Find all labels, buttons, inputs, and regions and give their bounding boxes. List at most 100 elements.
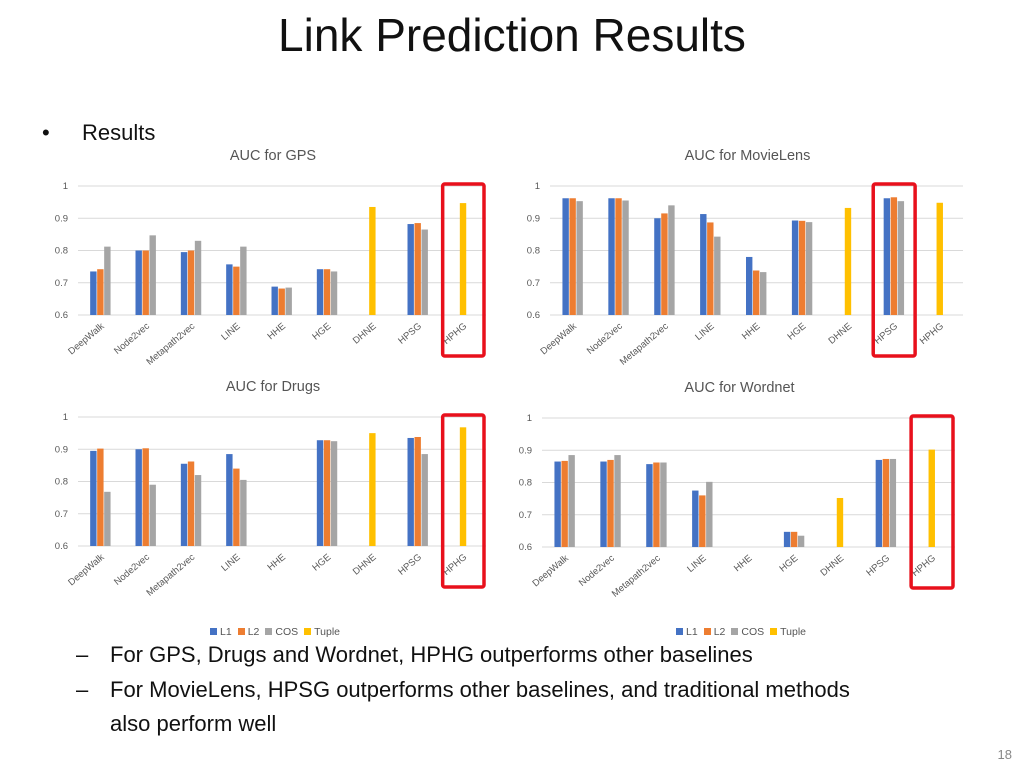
- x-tick-label: HGE: [310, 552, 333, 574]
- bar-l2-deepwalk: [97, 269, 104, 315]
- bar-l1-hpsg: [407, 437, 414, 546]
- bar-l2-hpsg: [414, 436, 421, 546]
- bar-cos-deepwalk: [104, 246, 111, 315]
- y-tick-label: 1: [527, 413, 532, 424]
- bar-tuple-hphg: [936, 202, 943, 315]
- bar-cos-line: [714, 236, 721, 315]
- bar-l2-deepwalk: [569, 198, 576, 315]
- bar-l1-metapath2vec: [180, 252, 188, 315]
- bar-l1-hge: [791, 220, 799, 315]
- highlight-box: [440, 182, 486, 358]
- x-tick-label: DeepWalk: [530, 553, 571, 590]
- bar-l2-hpsg: [890, 197, 898, 315]
- bar-l1-hpsg: [883, 198, 891, 315]
- bar-tuple-dhne: [844, 207, 852, 315]
- y-tick-label: 1: [63, 412, 68, 423]
- bar-cos-metapath2vec: [194, 240, 202, 315]
- x-tick-label: Metapath2vec: [610, 553, 663, 600]
- bar-l1-hpsg: [407, 224, 414, 315]
- bar-l1-node2vec: [135, 250, 142, 315]
- sub-bullet-text-continued: also perform well: [110, 711, 277, 736]
- x-tick-label: DeepWalk: [66, 321, 107, 358]
- bar-l2-hge: [798, 220, 806, 315]
- sub-bullet-text: For GPS, Drugs and Wordnet, HPHG outperf…: [110, 642, 753, 667]
- bar-cos-hpsg: [421, 229, 428, 315]
- bar-l1-deepwalk: [562, 198, 569, 315]
- bar-l2-hpsg: [414, 223, 421, 315]
- bar-l2-metapath2vec: [661, 213, 668, 315]
- bar-l1-node2vec: [600, 461, 607, 547]
- x-tick-label: DHNE: [819, 553, 847, 579]
- legend-item: Tuple: [304, 626, 340, 638]
- chart-drugs: AUC for Drugs 0.6 0.7 0.8 0.9 1 DeepWalk Node2…: [48, 379, 498, 601]
- x-tick-label: HPHG: [441, 552, 469, 578]
- bar-l2-hhe: [753, 270, 760, 315]
- bar-l2-line: [233, 468, 240, 546]
- x-tick-label: Metapath2vec: [144, 321, 197, 368]
- bar-l2-node2vec: [142, 448, 149, 546]
- x-tick-label: Metapath2vec: [144, 552, 197, 599]
- bar-cos-hpsg: [889, 458, 897, 547]
- bar-cos-hge: [805, 222, 813, 315]
- y-tick-label: 0.7: [527, 278, 540, 289]
- legend-item: L2: [237, 626, 259, 638]
- legend-swatch: [304, 628, 312, 635]
- bar-l2-node2vec: [607, 459, 614, 547]
- bar-cos-node2vec: [149, 235, 156, 315]
- bar-cos-deepwalk: [568, 455, 575, 547]
- y-tick-label: 0.8: [55, 246, 68, 257]
- bar-tuple-dhne: [836, 497, 844, 547]
- legend-swatch: [210, 628, 217, 635]
- bar-l1-metapath2vec: [180, 463, 188, 546]
- bar-l2-node2vec: [142, 250, 149, 315]
- x-tick-label: HGE: [310, 321, 333, 343]
- bar-cos-hpsg: [897, 201, 905, 315]
- bullet-dot-icon: •: [42, 120, 50, 145]
- legend-item: L1: [676, 626, 698, 638]
- bar-l2-metapath2vec: [187, 250, 195, 315]
- legend-item: COS: [265, 626, 298, 638]
- bar-l1-node2vec: [135, 449, 142, 546]
- bar-l2-hge: [790, 531, 798, 547]
- bar-cos-hhe: [285, 287, 292, 315]
- x-tick-label: HPSG: [396, 552, 424, 578]
- bar-cos-metapath2vec: [668, 205, 675, 315]
- x-tick-label: HPHG: [910, 553, 938, 579]
- bar-l2-line: [233, 266, 240, 315]
- y-tick-label: 0.9: [527, 213, 540, 224]
- legend-swatch: [676, 628, 683, 635]
- bar-l2-hpsg: [882, 458, 890, 547]
- bar-l1-metapath2vec: [654, 218, 661, 315]
- sub-bullet-text: For MovieLens, HPSG outperforms other ba…: [110, 677, 850, 702]
- x-tick-label: DHNE: [351, 552, 379, 578]
- bar-cos-node2vec: [614, 455, 621, 547]
- x-tick-label: HPHG: [918, 321, 946, 347]
- chart-svg: 0.6 0.7 0.8 0.9 1 DeepWalk Node2vecMetapath2ve…: [519, 413, 955, 600]
- bar-cos-node2vec: [622, 200, 629, 315]
- x-tick-label: HHE: [740, 321, 762, 342]
- sub-bullet-2: – For MovieLens, HPSG outperforms other b…: [76, 673, 850, 741]
- y-tick-label: 0.6: [55, 310, 68, 321]
- bar-l1-node2vec: [608, 198, 615, 315]
- y-tick-label: 0.8: [527, 246, 540, 257]
- chart-movielens: AUC for MovieLens 0.6 0.7 0.8 0.9 1 DeepWalk N…: [520, 148, 975, 368]
- bar-cos-node2vec: [149, 484, 156, 546]
- bar-l2-metapath2vec: [187, 461, 195, 546]
- x-tick-label: LINE: [693, 321, 716, 343]
- bar-tuple-hphg: [459, 203, 467, 315]
- y-tick-label: 1: [535, 181, 540, 192]
- bullet-results: • Results: [42, 120, 155, 146]
- y-tick-label: 0.7: [55, 278, 68, 289]
- y-tick-label: 0.8: [55, 477, 68, 488]
- y-tick-label: 0.9: [55, 444, 68, 455]
- chart-wordnet: AUC for Wordnet 0.6 0.7 0.8 0.9 1 DeepWalk Nod…: [512, 380, 967, 602]
- bar-l1-line: [226, 454, 233, 546]
- bar-tuple-hphg: [928, 449, 935, 547]
- bar-l2-deepwalk: [97, 448, 104, 546]
- sub-bullet-1: – For GPS, Drugs and Wordnet, HPHG outper…: [76, 638, 753, 672]
- bar-cos-hhe: [760, 272, 767, 315]
- chart-svg: 0.6 0.7 0.8 0.9 1 DeepWalk Node2vecMetapath2ve…: [55, 412, 486, 599]
- highlight-box: [871, 182, 917, 358]
- bar-l2-line: [699, 495, 706, 547]
- chart-title: AUC for Wordnet: [684, 380, 795, 396]
